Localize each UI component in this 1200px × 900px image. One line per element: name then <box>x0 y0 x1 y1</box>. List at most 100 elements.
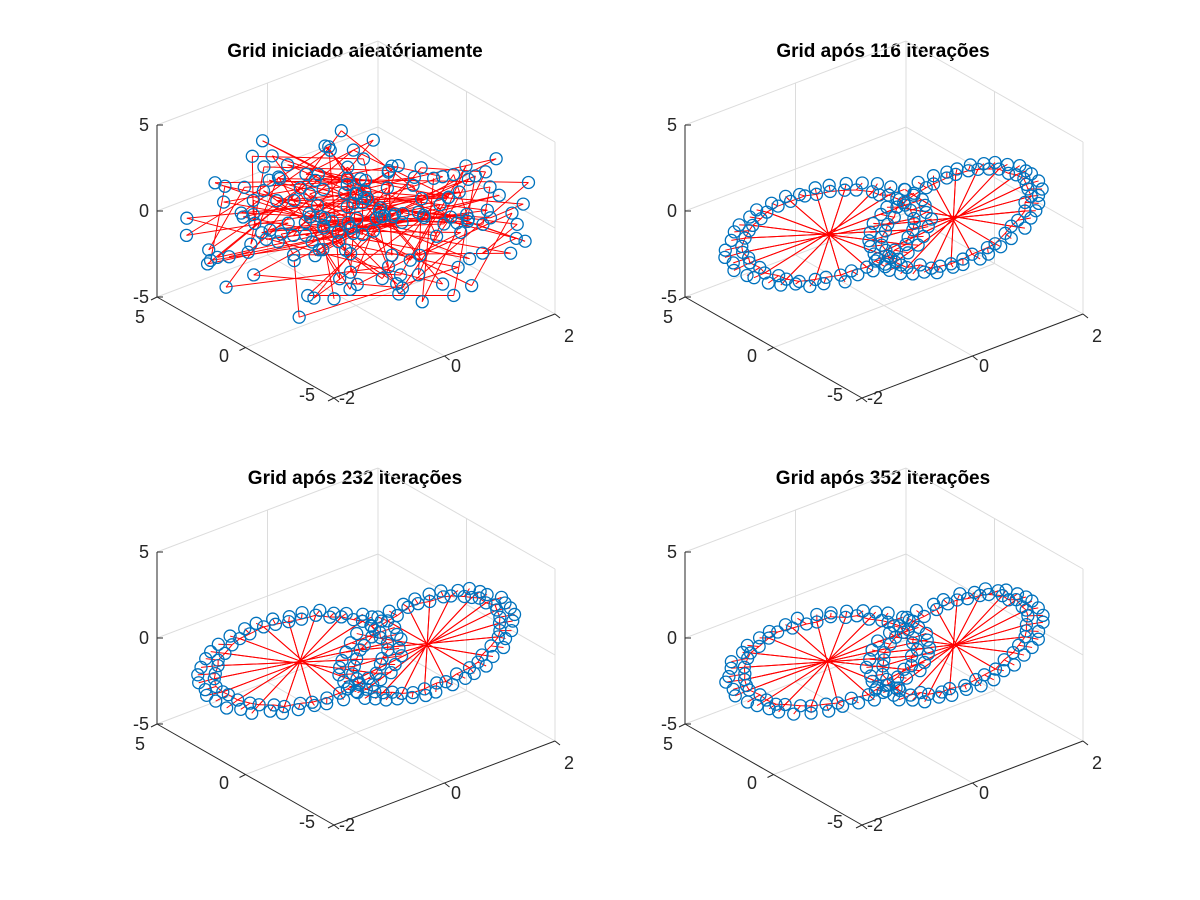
data-point-marker <box>388 657 402 672</box>
data-point-marker <box>208 176 222 190</box>
y-tick-label: 0 <box>219 773 229 793</box>
series-lines <box>724 162 1043 287</box>
data-point-marker <box>447 288 461 303</box>
data-point-marker <box>926 177 941 191</box>
data-point-marker <box>244 237 258 251</box>
series-line-segment <box>845 611 848 618</box>
data-point-marker <box>441 191 455 205</box>
series-line-segment <box>239 638 360 684</box>
data-point-marker <box>988 662 1003 676</box>
series-line-segment <box>299 266 459 318</box>
gridline <box>156 467 379 553</box>
series-line-segment <box>840 274 846 283</box>
data-point-marker <box>810 607 824 622</box>
data-point-marker <box>489 152 503 166</box>
data-point-marker <box>1000 157 1015 172</box>
data-point-marker <box>332 668 346 682</box>
data-point-marker <box>380 614 395 628</box>
y-tick-label: -5 <box>299 812 315 832</box>
series-line-segment <box>307 214 395 296</box>
data-point-marker <box>308 248 322 263</box>
data-point-marker <box>357 638 371 653</box>
series-line-segment <box>747 652 751 659</box>
data-point-marker <box>483 180 497 194</box>
series-line-segment <box>998 164 1008 170</box>
data-series <box>179 124 536 324</box>
y-tick-label: 5 <box>135 734 145 754</box>
data-point-marker <box>946 260 960 274</box>
data-point-marker <box>798 189 812 203</box>
series-line-segment <box>226 699 238 709</box>
data-point-marker <box>366 133 380 147</box>
data-point-marker <box>838 275 852 289</box>
series-line-segment <box>759 694 767 701</box>
series-line-segment <box>1015 174 1025 180</box>
data-point-marker <box>887 210 901 224</box>
data-point-marker <box>870 176 885 191</box>
data-point-marker <box>510 217 524 232</box>
data-point-marker <box>903 203 918 218</box>
data-point-marker <box>835 699 850 713</box>
z-tick-label: 0 <box>667 201 677 221</box>
series-line-segment <box>947 599 958 605</box>
data-point-marker <box>407 170 422 184</box>
y-tick-mark <box>150 723 158 728</box>
data-point-marker <box>863 225 877 239</box>
series-line-segment <box>741 237 746 247</box>
data-point-marker <box>749 203 764 217</box>
series-line-segment <box>884 636 1026 654</box>
series-line-segment <box>456 667 470 675</box>
z-tick-label: 0 <box>667 628 677 648</box>
series-line-segment <box>894 249 909 254</box>
data-point-marker <box>784 194 798 208</box>
data-point-marker <box>381 259 396 274</box>
data-point-marker <box>940 171 954 185</box>
data-point-marker <box>977 156 991 171</box>
data-point-marker <box>287 253 301 268</box>
series-line-segment <box>222 691 229 696</box>
series-line-segment <box>809 279 816 287</box>
data-point-marker <box>505 206 519 220</box>
x-tick-label: 2 <box>1092 326 1102 346</box>
series-line-segment <box>485 596 502 604</box>
data-point-marker <box>433 198 447 212</box>
data-point-marker <box>877 653 891 667</box>
data-point-marker <box>411 268 426 282</box>
data-point-marker <box>406 178 420 192</box>
series-line-segment <box>988 593 1003 597</box>
series-line-segment <box>389 610 398 617</box>
data-point-marker <box>327 292 341 306</box>
data-point-marker <box>1031 632 1045 646</box>
data-point-marker <box>762 702 776 716</box>
data-point-marker <box>475 246 490 260</box>
data-point-marker <box>286 248 301 262</box>
data-point-marker <box>932 690 946 704</box>
series-line-segment <box>778 704 786 713</box>
series-line-segment <box>250 702 260 706</box>
x-tick-mark <box>444 782 450 788</box>
series-line-segment <box>315 610 321 616</box>
series-line-segment <box>744 230 750 239</box>
series-line-segment <box>866 665 883 668</box>
x-tick-mark <box>861 397 868 403</box>
series-line-segment <box>273 704 285 708</box>
data-point-marker <box>180 211 194 225</box>
data-point-marker <box>237 180 252 194</box>
data-point-marker <box>218 646 232 661</box>
series-line-segment <box>975 679 982 687</box>
data-point-marker <box>429 685 443 699</box>
data-point-marker <box>897 662 911 676</box>
gridline <box>245 263 467 348</box>
series-line-segment <box>828 185 831 192</box>
series-line-segment <box>897 676 907 679</box>
data-point-marker <box>335 653 349 668</box>
y-tick-label: -5 <box>827 812 843 832</box>
data-point-marker <box>856 604 870 618</box>
data-point-marker <box>436 590 451 604</box>
data-point-marker <box>179 228 194 243</box>
data-point-marker <box>368 685 382 699</box>
data-point-marker <box>994 240 1008 254</box>
data-point-marker <box>892 693 906 707</box>
series-line-segment <box>856 189 873 193</box>
series-line-segment <box>356 633 372 638</box>
